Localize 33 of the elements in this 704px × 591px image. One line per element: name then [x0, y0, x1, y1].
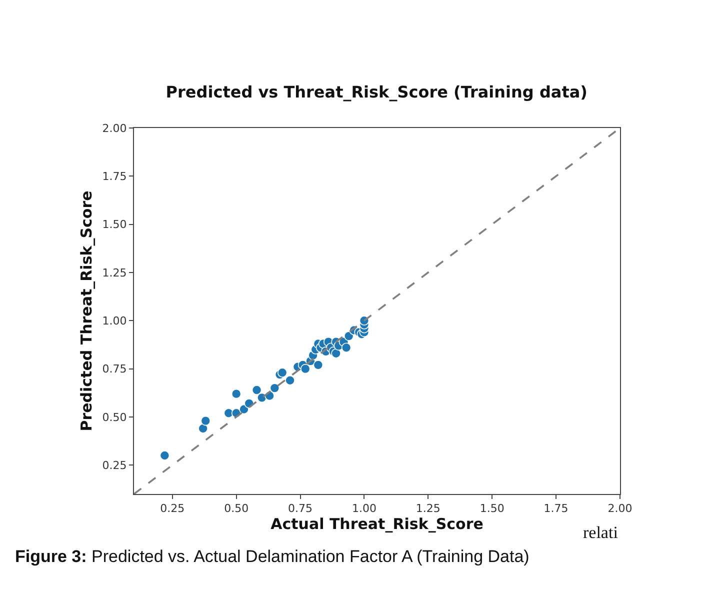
x-tick-label: 2.00 — [608, 502, 632, 516]
y-tick-label: 1.25 — [102, 266, 127, 280]
y-tick-label: 0.25 — [102, 458, 127, 472]
point — [160, 450, 170, 460]
y-tick-label: 1.00 — [102, 314, 127, 328]
point — [313, 360, 324, 370]
point — [341, 342, 352, 352]
x-tick-label: 0.25 — [160, 502, 185, 516]
y-tick-label: 0.75 — [102, 362, 127, 376]
chart-title: Predicted vs Threat_Risk_Score (Training data) — [166, 82, 588, 102]
x-tick-label: 1.75 — [544, 502, 568, 516]
point — [231, 388, 242, 399]
point — [270, 383, 280, 393]
point — [300, 364, 310, 374]
y-tick-label: 1.75 — [102, 170, 127, 184]
text: Figure 3: Predicted vs. Actual Delamination Factor A (Training Data) — [15, 547, 530, 566]
y-tick-label: 2.00 — [102, 122, 127, 135]
x-tick-label: 1.00 — [352, 502, 376, 516]
point — [277, 368, 288, 378]
x-tick-label: 1.50 — [480, 502, 504, 516]
text: relati — [583, 523, 618, 542]
x-axis-title: Actual Threat_Risk_Score — [270, 515, 484, 534]
y-axis-title: Predicted Threat_Risk_Score — [78, 190, 96, 432]
point — [200, 416, 211, 426]
x-tick-label: 0.75 — [288, 502, 313, 516]
y-tick-label: 0.50 — [102, 410, 127, 424]
point — [285, 375, 295, 386]
point — [198, 424, 208, 434]
x-tick-label: 1.25 — [416, 502, 440, 516]
x-tick-label: 0.50 — [224, 502, 249, 516]
point — [331, 348, 341, 358]
point — [252, 385, 262, 395]
y-tick-label: 1.50 — [102, 218, 127, 232]
